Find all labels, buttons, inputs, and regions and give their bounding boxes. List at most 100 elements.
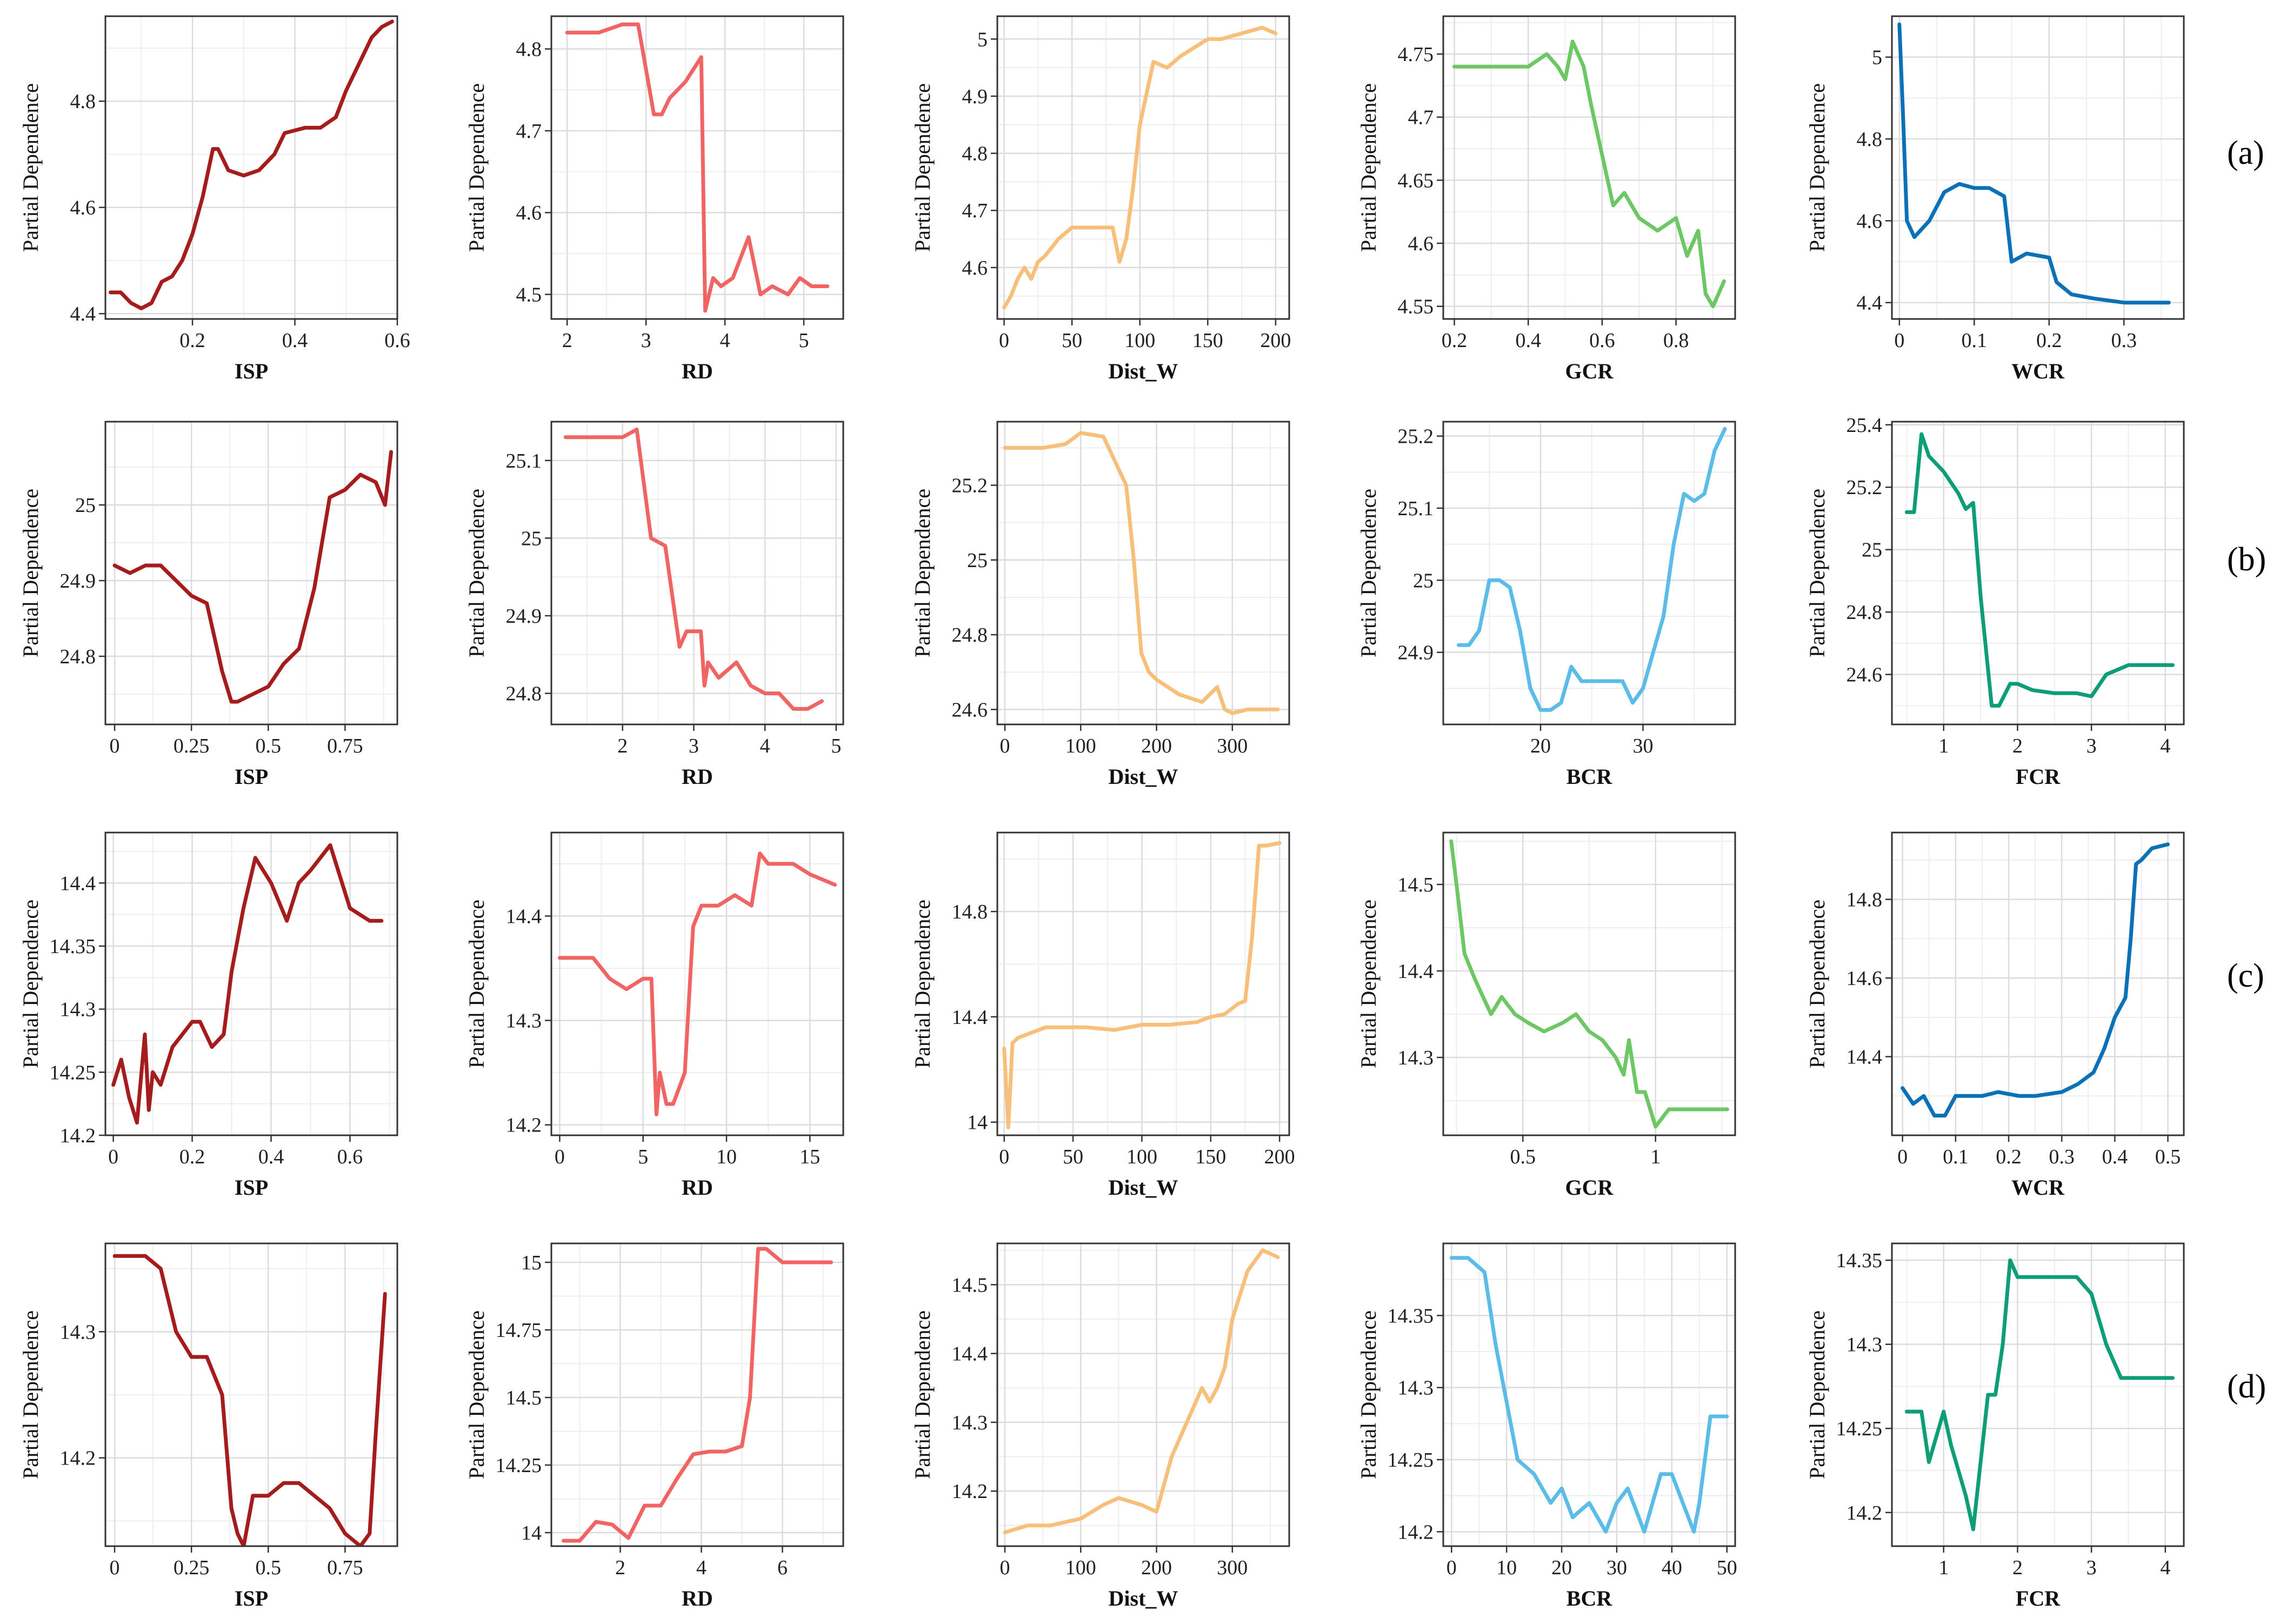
x-axis-title: RD bbox=[682, 764, 713, 789]
row-label-d: (d) bbox=[2227, 1368, 2267, 1405]
x-tick-label: 0.6 bbox=[384, 329, 410, 352]
x-tick-label: 0 bbox=[999, 1146, 1009, 1168]
x-tick-label: 5 bbox=[799, 329, 809, 352]
plot-frame bbox=[1891, 831, 2185, 1136]
x-tick-label: 40 bbox=[1662, 1556, 1682, 1579]
x-tick-label: 3 bbox=[2087, 1556, 2097, 1579]
x-tick-label: 100 bbox=[1124, 329, 1155, 352]
x-tick-label: 3 bbox=[2087, 735, 2097, 757]
y-tick-label: 14.5 bbox=[952, 1274, 988, 1296]
x-tick-label: 0 bbox=[1447, 1556, 1457, 1579]
plot-frame bbox=[1891, 15, 2185, 320]
x-tick-label: 4 bbox=[2160, 1556, 2170, 1579]
plot-background bbox=[105, 16, 397, 319]
x-tick-label: 0.4 bbox=[1515, 329, 1541, 352]
x-tick-label: 100 bbox=[1065, 1556, 1096, 1579]
x-tick-label: 2 bbox=[2012, 1556, 2023, 1579]
y-axis-title: Partial Dependence bbox=[18, 900, 43, 1068]
y-tick-label: 24.8 bbox=[1847, 601, 1883, 624]
x-tick-label: 0 bbox=[1894, 329, 1904, 352]
y-axis-title: Partial Dependence bbox=[464, 1310, 489, 1479]
y-tick-label: 4.6 bbox=[1857, 210, 1883, 232]
plot-frame bbox=[996, 15, 1290, 320]
y-tick-label: 14.5 bbox=[506, 1387, 542, 1409]
x-tick-label: 30 bbox=[1607, 1556, 1627, 1579]
y-tick-label: 14.8 bbox=[952, 901, 988, 923]
chart-panel-3-1: 0 0.2 0.4 0.6 14.2 14.25 14.3 14.35 14.4 ISP Parti… bbox=[18, 831, 398, 1200]
x-tick-label: 0 bbox=[110, 735, 120, 757]
y-tick-label: 25 bbox=[1862, 539, 1882, 562]
x-axis-title: ISP bbox=[235, 1175, 268, 1200]
y-axis-title: Partial Dependence bbox=[464, 489, 489, 657]
x-tick-label: 0 bbox=[555, 1146, 565, 1168]
x-tick-label: 0.25 bbox=[174, 1556, 210, 1579]
x-tick-label: 1 bbox=[1650, 1146, 1661, 1168]
y-axis-title: Partial Dependence bbox=[910, 900, 935, 1068]
x-tick-label: 0.6 bbox=[1589, 329, 1615, 352]
y-tick-label: 24.6 bbox=[1847, 664, 1883, 687]
chart-panel-3-2: 0 5 10 15 14.2 14.3 14.4 RD Partial Dependence bbox=[464, 831, 844, 1200]
y-tick-label: 4.4 bbox=[70, 303, 96, 325]
plot-background bbox=[1443, 16, 1735, 319]
y-tick-label: 25 bbox=[1413, 569, 1434, 592]
y-axis-title: Partial Dependence bbox=[910, 83, 935, 252]
plot-background bbox=[997, 833, 1289, 1135]
x-tick-label: 15 bbox=[799, 1146, 820, 1168]
series-line-fcr bbox=[1904, 432, 2175, 708]
series-line-isp bbox=[111, 843, 384, 1125]
plot-background bbox=[997, 422, 1289, 724]
x-tick-label: 0 bbox=[1000, 735, 1010, 757]
chart-panel-2-4: 20 30 24.9 25 25.1 25.2 BCR Partial Dependence bbox=[1356, 421, 1736, 789]
x-tick-label: 0.75 bbox=[327, 735, 363, 757]
y-tick-label: 4.8 bbox=[516, 38, 542, 61]
series-line-dist-w bbox=[1002, 841, 1282, 1129]
series-line-rd bbox=[557, 851, 837, 1116]
x-tick-label: 100 bbox=[1065, 735, 1096, 757]
x-tick-label: 0 bbox=[108, 1146, 118, 1168]
y-tick-label: 14.35 bbox=[50, 935, 96, 958]
x-axis-title: Dist_W bbox=[1109, 764, 1178, 789]
y-tick-label: 5 bbox=[977, 28, 988, 51]
x-tick-label: 0.4 bbox=[282, 329, 308, 352]
x-tick-label: 150 bbox=[1192, 329, 1223, 352]
x-axis-title: RD bbox=[682, 1175, 713, 1200]
plot-frame bbox=[550, 1242, 844, 1547]
x-tick-label: 1 bbox=[1938, 735, 1949, 757]
x-tick-label: 50 bbox=[1717, 1556, 1737, 1579]
row-label-a: (a) bbox=[2227, 135, 2264, 171]
x-axis-title: Dist_W bbox=[1109, 1175, 1178, 1200]
plot-frame bbox=[104, 1242, 398, 1547]
y-axis-title: Partial Dependence bbox=[1356, 900, 1381, 1068]
plot-background bbox=[551, 833, 843, 1135]
y-tick-label: 14.3 bbox=[1398, 1047, 1434, 1069]
y-tick-label: 14.3 bbox=[1847, 1334, 1883, 1356]
x-tick-label: 0.3 bbox=[2049, 1146, 2075, 1168]
x-tick-label: 0.5 bbox=[256, 1556, 282, 1579]
y-axis-title: Partial Dependence bbox=[1356, 489, 1381, 657]
chart-panel-2-1: 0 0.25 0.5 0.75 24.8 24.9 25 ISP Partial Depende… bbox=[18, 421, 398, 789]
chart-panel-4-1: 0 0.25 0.5 0.75 14.2 14.3 ISP Partial Dependenc… bbox=[18, 1242, 398, 1610]
series-line-rd bbox=[562, 1247, 833, 1543]
chart-panel-4-2: 2 4 6 14 14.25 14.5 14.75 15 RD Partial Dependenc… bbox=[464, 1242, 844, 1610]
x-tick-label: 5 bbox=[831, 735, 841, 757]
x-tick-label: 0.25 bbox=[174, 735, 210, 757]
series-line-wcr bbox=[1901, 842, 2170, 1118]
y-tick-label: 4.8 bbox=[962, 143, 988, 165]
plot-background bbox=[1892, 16, 2184, 319]
y-tick-label: 4.4 bbox=[1857, 292, 1883, 315]
x-axis-title: RD bbox=[682, 1586, 713, 1610]
y-tick-label: 14.8 bbox=[1847, 889, 1883, 911]
y-tick-label: 25.2 bbox=[1847, 476, 1883, 499]
y-tick-label: 4.9 bbox=[962, 85, 988, 108]
x-tick-label: 6 bbox=[777, 1556, 788, 1579]
x-tick-label: 0.2 bbox=[179, 1146, 205, 1168]
y-tick-label: 14.3 bbox=[60, 999, 96, 1021]
y-tick-label: 24.9 bbox=[1398, 642, 1434, 664]
x-axis-title: WCR bbox=[2011, 359, 2065, 383]
x-tick-label: 2 bbox=[2012, 735, 2023, 757]
y-tick-label: 4.65 bbox=[1398, 169, 1434, 192]
chart-panel-1-5: 0 0.1 0.2 0.3 4.4 4.6 4.8 5 WCR Partial Dependenc… bbox=[1805, 15, 2185, 383]
x-axis-title: RD bbox=[682, 359, 713, 383]
x-tick-label: 0.5 bbox=[1510, 1146, 1536, 1168]
x-axis-title: FCR bbox=[2016, 764, 2061, 789]
